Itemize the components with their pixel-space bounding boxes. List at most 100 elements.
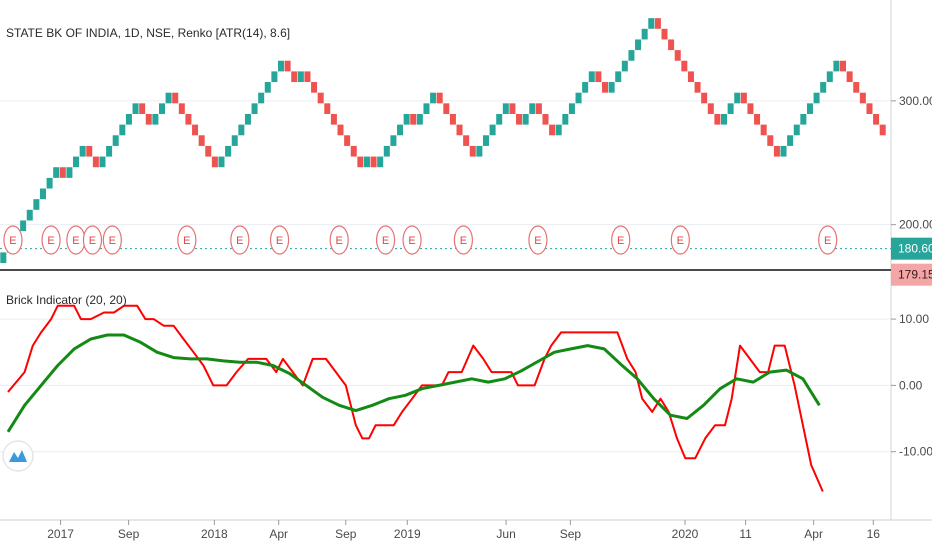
renko-brick-up bbox=[502, 103, 509, 114]
renko-brick-up bbox=[430, 92, 437, 104]
renko-brick-up bbox=[833, 60, 840, 72]
renko-brick-down bbox=[469, 145, 476, 157]
earnings-marker bbox=[611, 225, 631, 255]
renko-brick-down bbox=[840, 60, 847, 72]
last-price-tag-label: 180.60 bbox=[898, 242, 932, 256]
renko-brick-down bbox=[694, 82, 701, 93]
renko-brick-down bbox=[410, 113, 417, 125]
renko-brick-up bbox=[575, 92, 582, 104]
top-price-axis[interactable]: 300.00 200.00 bbox=[891, 94, 932, 232]
renko-brick-down bbox=[463, 135, 470, 146]
renko-brick-up bbox=[165, 92, 172, 104]
renko-brick-down bbox=[701, 92, 708, 104]
renko-brick-up bbox=[721, 113, 728, 125]
renko-brick-up bbox=[225, 145, 232, 157]
renko-brick-up bbox=[106, 145, 113, 157]
earnings-marker-label: E bbox=[824, 235, 831, 247]
renko-brick-up bbox=[377, 156, 384, 168]
renko-brick-down bbox=[542, 113, 549, 125]
time-axis-tick-label: Jun bbox=[496, 527, 515, 541]
renko-brick-down bbox=[185, 113, 192, 125]
time-axis-tick-label: 11 bbox=[739, 527, 752, 541]
renko-brick-down bbox=[337, 124, 344, 136]
earnings-marker bbox=[102, 225, 122, 255]
earnings-marker-label: E bbox=[336, 235, 343, 247]
earnings-marker-label: E bbox=[72, 235, 79, 247]
earnings-marker bbox=[818, 225, 838, 255]
time-axis-tick-label: 16 bbox=[867, 527, 881, 541]
renko-brick-up bbox=[125, 113, 132, 125]
earnings-marker-label: E bbox=[183, 235, 190, 247]
renko-brick-up bbox=[568, 103, 575, 114]
brick-line-red bbox=[7, 304, 824, 492]
renko-brick-down bbox=[92, 156, 99, 168]
renko-brick-down bbox=[773, 145, 780, 157]
renko-brick-down bbox=[344, 135, 351, 146]
renko-brick-down bbox=[311, 82, 318, 93]
renko-brick-up bbox=[826, 71, 833, 83]
bottom-axis-tick-label: 0.00 bbox=[899, 378, 923, 392]
renko-brick-up bbox=[562, 113, 569, 125]
renko-brick-down bbox=[549, 124, 556, 136]
renko-brick-up bbox=[621, 60, 628, 72]
renko-brick-down bbox=[178, 103, 185, 114]
earnings-marker-label: E bbox=[89, 235, 96, 247]
renko-brick-up bbox=[588, 71, 595, 83]
renko-brick-up bbox=[112, 135, 119, 146]
renko-brick-down bbox=[198, 135, 205, 146]
renko-brick-up bbox=[132, 103, 139, 114]
earnings-marker-label: E bbox=[109, 235, 116, 247]
renko-brick-up bbox=[734, 92, 741, 104]
renko-brick-down bbox=[661, 28, 668, 40]
renko-brick-up bbox=[158, 103, 165, 114]
main-chart-title: STATE BK OF INDIA, 1D, NSE, Renko [ATR(1… bbox=[6, 26, 290, 40]
renko-brick-up bbox=[73, 156, 80, 168]
renko-brick-down bbox=[760, 124, 767, 136]
renko-brick-up bbox=[53, 167, 60, 178]
renko-brick-up bbox=[397, 124, 404, 136]
renko-brick-up bbox=[641, 28, 648, 40]
earnings-marker bbox=[670, 225, 690, 255]
renko-brick-up bbox=[800, 113, 807, 125]
renko-brick-down bbox=[324, 103, 331, 114]
renko-brick-up bbox=[39, 188, 46, 200]
time-axis[interactable]: 2017 Sep 2018 Apr Sep 2019 Jun Sep 2020 11 Apr 16 bbox=[47, 520, 880, 541]
renko-brick-up bbox=[820, 82, 827, 93]
renko-brick-up bbox=[251, 103, 258, 114]
renko-brick-down bbox=[714, 113, 721, 125]
renko-brick-up bbox=[793, 124, 800, 136]
earnings-marker bbox=[41, 225, 61, 255]
time-axis-tick-label: 2018 bbox=[201, 527, 228, 541]
marker-price-tag bbox=[891, 263, 932, 286]
renko-brick-down bbox=[668, 39, 675, 51]
time-axis-tick-label: Apr bbox=[269, 527, 288, 541]
earnings-marker-label: E bbox=[9, 235, 16, 247]
earnings-marker-label: E bbox=[617, 235, 624, 247]
renko-brick-up bbox=[615, 71, 622, 83]
renko-brick-up bbox=[278, 60, 285, 72]
indicator-lines bbox=[6, 304, 824, 492]
renko-brick-down bbox=[304, 71, 311, 83]
renko-brick-down bbox=[681, 60, 688, 72]
marker-price-tag-label: 179.15 bbox=[898, 268, 932, 282]
time-axis-tick-label: Sep bbox=[118, 527, 140, 541]
bottom-axis-tick-label: -10.00 bbox=[899, 445, 932, 459]
bottom-price-axis[interactable]: 10.00 0.00 -10.00 bbox=[891, 312, 932, 459]
tradingview-logo-icon[interactable] bbox=[2, 440, 34, 472]
earnings-marker-label: E bbox=[276, 235, 283, 247]
renko-brick-down bbox=[449, 113, 456, 125]
renko-brick-up bbox=[152, 113, 159, 125]
earnings-marker bbox=[177, 225, 197, 255]
earnings-marker-label: E bbox=[408, 235, 415, 247]
renko-brick-up bbox=[727, 103, 734, 114]
renko-brick-down bbox=[330, 113, 337, 125]
renko-brick-up bbox=[99, 156, 106, 168]
renko-brick-up bbox=[66, 167, 73, 178]
renko-brick-down bbox=[172, 92, 179, 104]
indicator-title: Brick Indicator (20, 20) bbox=[6, 293, 127, 307]
bottom-axis-tick-label: 10.00 bbox=[899, 312, 929, 326]
time-axis-tick-label: 2019 bbox=[394, 527, 421, 541]
earnings-marker-label: E bbox=[534, 235, 541, 247]
